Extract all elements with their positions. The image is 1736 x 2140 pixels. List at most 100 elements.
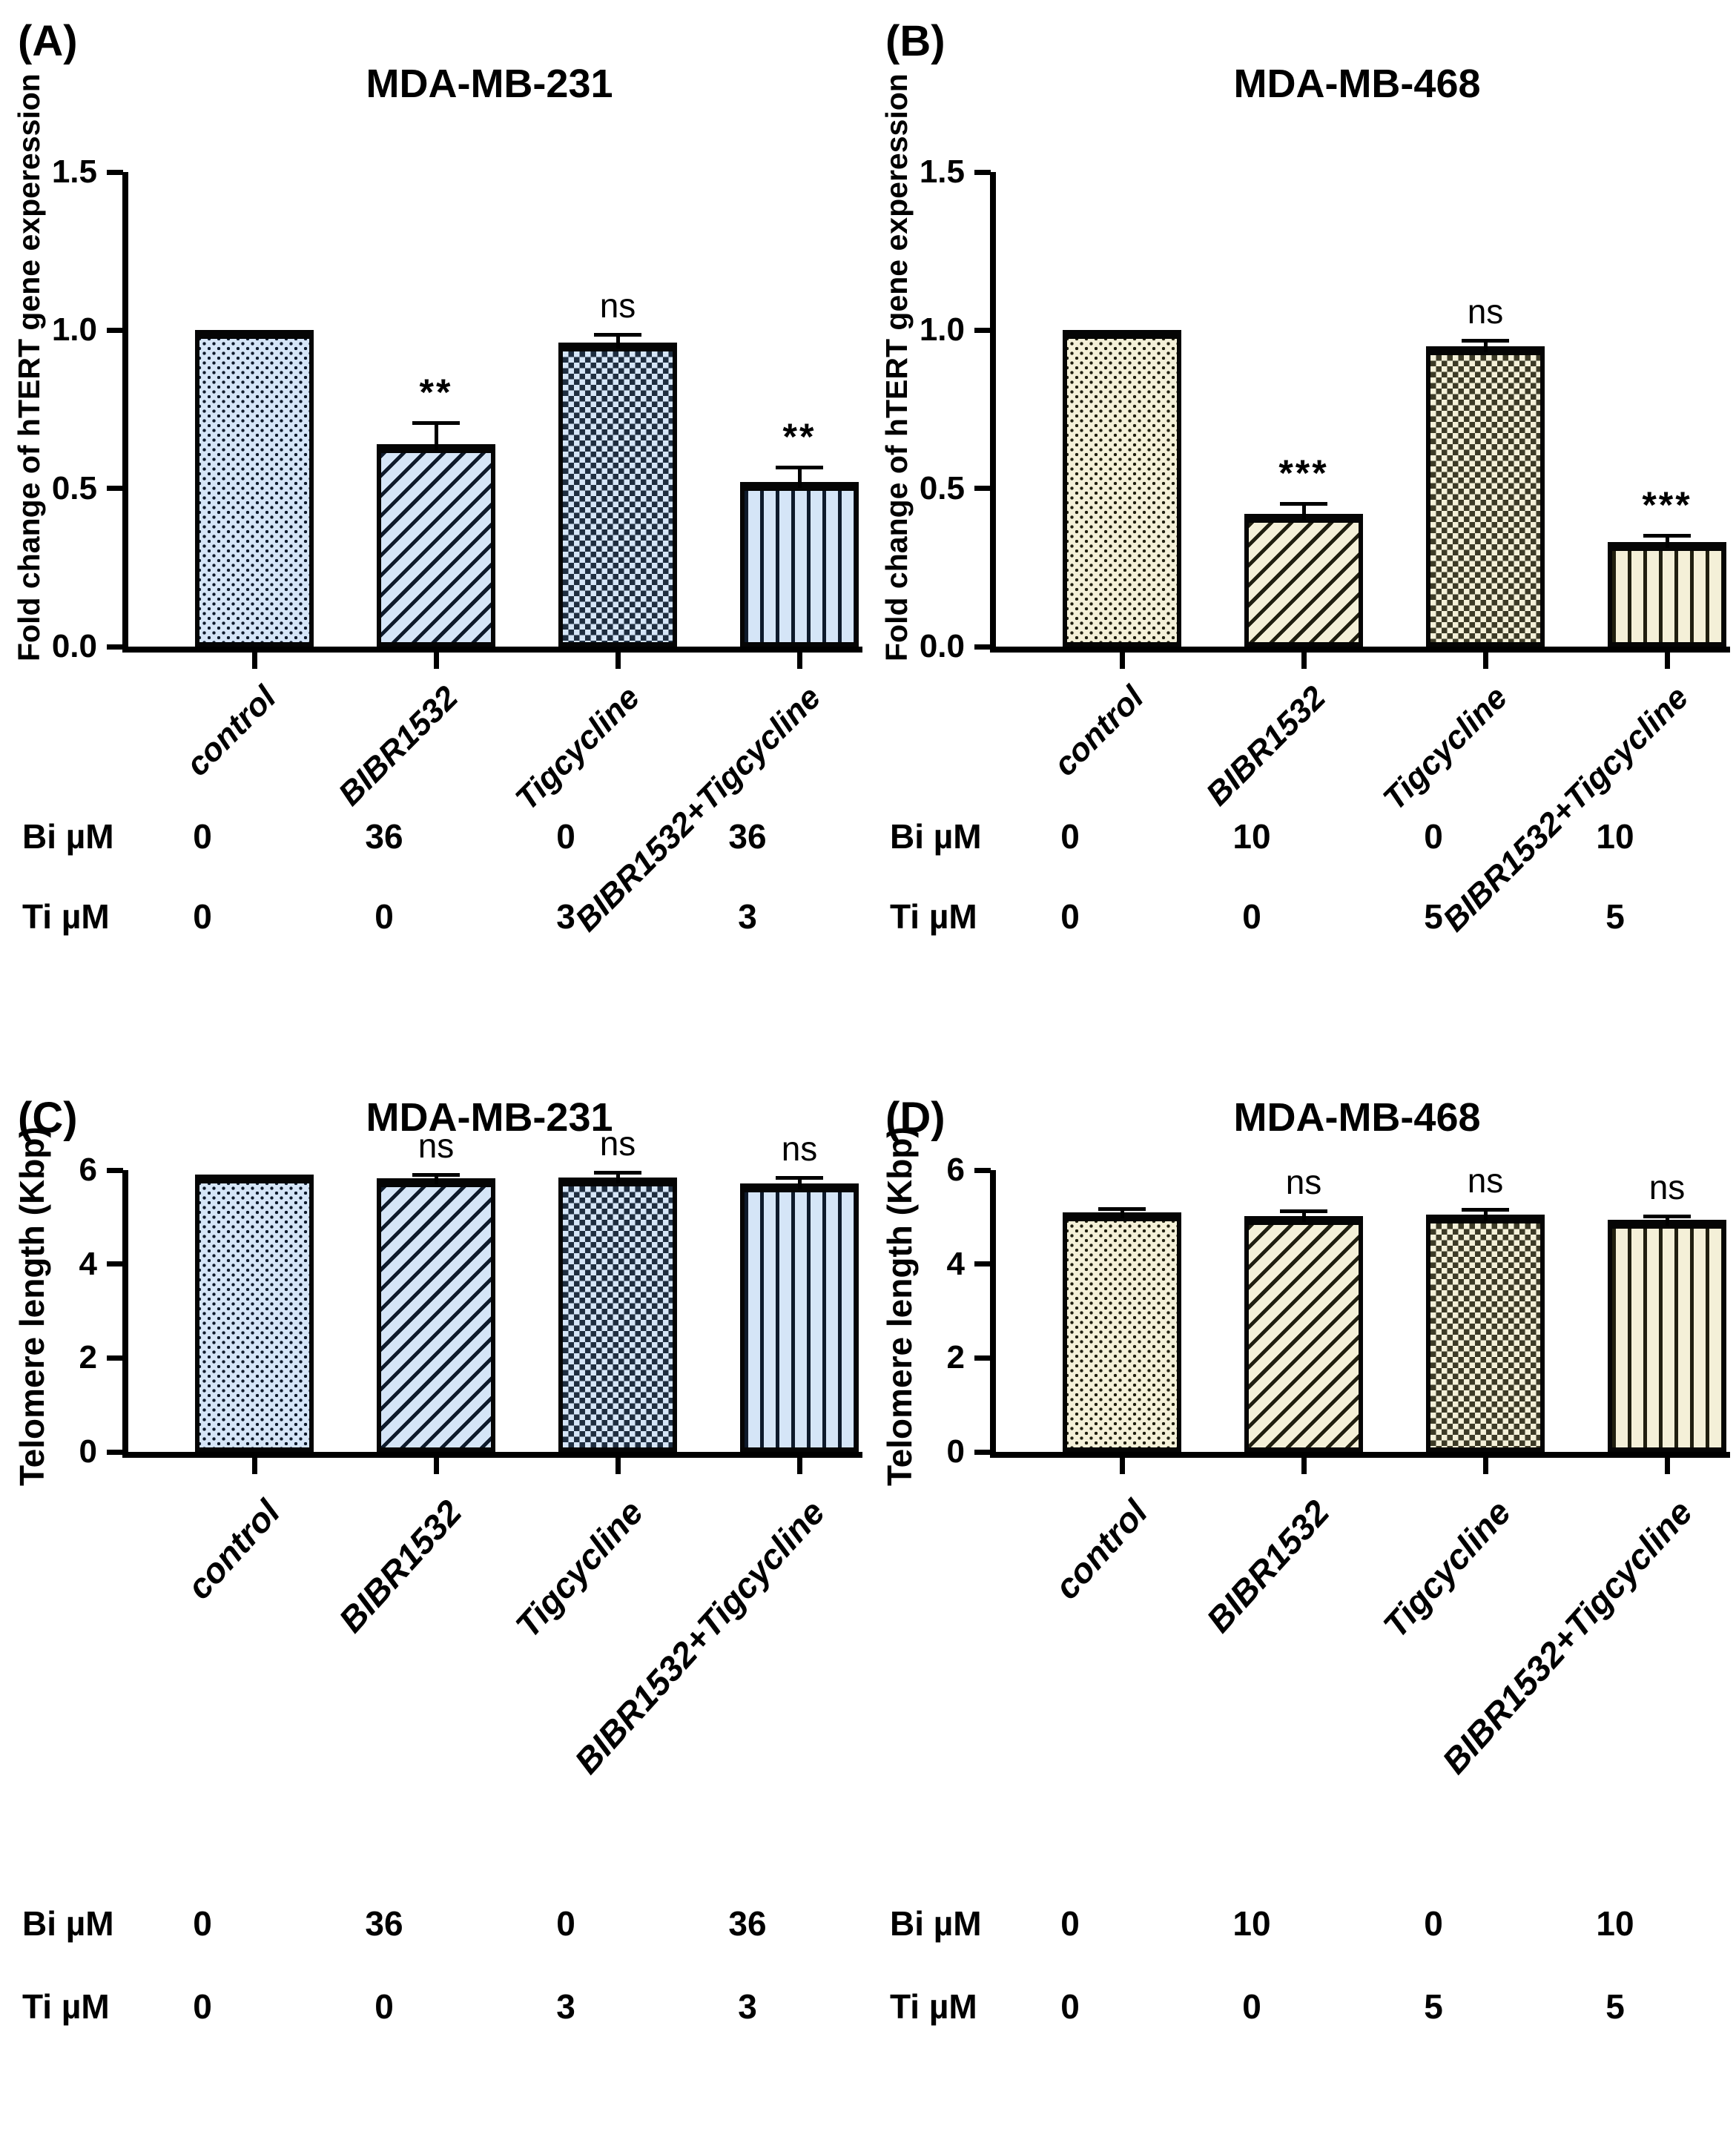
y-axis-tick — [107, 1355, 123, 1361]
x-axis-tick — [796, 1458, 802, 1474]
dose-value: 0 — [193, 897, 212, 936]
dose-row-label: Bi µM — [890, 1904, 982, 1943]
y-axis-tick — [107, 1261, 123, 1267]
y-tick-label: 1.5 — [51, 153, 97, 190]
y-tick-label: 0.0 — [919, 628, 965, 664]
panel-a: (A) MDA-MB-231 Fold change of hTERT gene… — [0, 10, 868, 950]
significance-label: ns — [1285, 1163, 1322, 1202]
x-category-label: BIBR1532 — [330, 1492, 469, 1640]
dose-value: 36 — [365, 1904, 403, 1943]
bar-bibr1532+tigcycline — [1608, 1219, 1726, 1452]
bar-bibr1532 — [377, 1178, 495, 1452]
y-tick-label: 1.0 — [51, 311, 97, 349]
y-axis-tick — [974, 327, 991, 333]
dose-value: 0 — [1060, 1987, 1080, 2026]
x-axis-tick — [615, 1458, 621, 1474]
dose-value: 36 — [728, 1904, 767, 1943]
dose-value: 3 — [556, 1987, 575, 2026]
panel-title: MDA-MB-231 — [366, 1095, 613, 1140]
significance-label: ns — [599, 285, 636, 325]
x-category-label: control — [1046, 1492, 1155, 1607]
chart-area: Fold change of hTERT gene experession 0.… — [0, 74, 868, 669]
x-axis-labels: control BIBR1532 Tigcycline BIBR1532+Tigcyc… — [0, 653, 868, 939]
y-axis-tick — [974, 486, 991, 492]
x-axis-tick — [796, 653, 802, 669]
bar-tigcycline — [558, 1177, 677, 1452]
dose-row-label: Ti µM — [890, 897, 977, 936]
significance-label: ns — [781, 1129, 818, 1169]
error-bar-cap — [1462, 338, 1509, 343]
dose-value: 0 — [556, 1904, 575, 1943]
y-axis-tick — [107, 486, 123, 492]
chart-area: Telomere length (Kbp) 0 2 4 6 ns ns ns — [0, 1124, 868, 1486]
y-tick-label: 0.5 — [51, 469, 97, 506]
x-axis-tick — [1301, 1458, 1307, 1474]
panel-b: (B) MDA-MB-468 Fold change of hTERT gene… — [868, 10, 1735, 950]
x-category-label: Tigcycline — [507, 1492, 651, 1645]
dose-value: 5 — [1424, 897, 1443, 936]
significance-label: ns — [1467, 1160, 1504, 1200]
bar-tigcycline — [1426, 1215, 1545, 1452]
significance-label: ns — [1648, 1167, 1686, 1206]
panel-title: MDA-MB-231 — [366, 62, 613, 106]
error-bar-cap — [776, 466, 823, 470]
dose-row-label: Ti µM — [890, 1987, 977, 2026]
error-bar-cap — [1280, 502, 1327, 506]
x-category-label: control — [1046, 679, 1151, 784]
error-bar — [1301, 1213, 1306, 1223]
dose-row-label: Bi µM — [22, 817, 114, 856]
bar-bibr1532+tigcycline — [740, 1183, 859, 1452]
y-axis-tick — [974, 1355, 991, 1361]
error-bar — [1120, 1211, 1124, 1218]
panel-title: MDA-MB-468 — [1233, 1095, 1481, 1140]
dose-value: 0 — [193, 1987, 212, 2026]
dose-value: 0 — [374, 1987, 394, 2026]
error-bar — [615, 1175, 620, 1183]
error-bar — [1301, 506, 1306, 520]
dose-value: 0 — [1060, 897, 1080, 936]
significance-label: ns — [599, 1124, 636, 1163]
y-tick-label: 2 — [946, 1339, 965, 1376]
dose-value: 0 — [1424, 1904, 1443, 1943]
dose-value: 0 — [1060, 817, 1080, 856]
x-axis-labels: control BIBR1532 Tigcycline BIBR1532+Tigcyc… — [0, 1458, 868, 1899]
y-axis-tick — [974, 1261, 991, 1267]
significance-label: ns — [418, 1126, 455, 1165]
y-tick-label: 0.5 — [919, 469, 965, 506]
dose-value: 10 — [1596, 1904, 1634, 1943]
error-bar — [434, 425, 438, 450]
x-axis-tick — [1119, 653, 1125, 669]
error-bar — [615, 336, 620, 349]
panel-letter: (B) — [885, 17, 945, 65]
chart-area: Telomere length (Kbp) 0 2 4 6 ns ns ns — [868, 1127, 1735, 1486]
y-tick-label: 4 — [946, 1245, 965, 1282]
plot-area: 0 2 4 6 ns ns ns — [79, 1124, 862, 1474]
dose-value: 0 — [374, 897, 394, 936]
error-bar-cap — [1098, 1207, 1146, 1212]
y-axis-tick — [107, 1167, 123, 1173]
y-tick-label: 1.5 — [919, 153, 965, 190]
bar-control — [1063, 330, 1181, 647]
x-axis-tick — [615, 653, 621, 669]
x-category-label: Tigcycline — [1375, 1492, 1519, 1645]
significance-label: ** — [782, 416, 816, 458]
y-axis-tick — [107, 644, 123, 650]
y-tick-label: 0 — [79, 1433, 97, 1470]
panel-title: MDA-MB-468 — [1233, 62, 1481, 106]
y-axis-tick — [107, 1449, 123, 1455]
x-axis-tick — [433, 653, 439, 669]
error-bar — [1483, 342, 1488, 352]
dose-value: 36 — [365, 817, 403, 856]
error-bar-cap — [594, 1171, 641, 1175]
x-axis-tick — [1664, 653, 1670, 669]
bar-control — [195, 330, 314, 647]
panel-letter: (A) — [18, 17, 78, 65]
bar-bibr1532 — [1244, 1216, 1363, 1452]
x-category-label: BIBR1532 — [1198, 679, 1333, 813]
y-tick-label: 0.0 — [51, 628, 97, 664]
dose-value: 3 — [738, 897, 757, 936]
dose-row-label: Ti µM — [22, 897, 110, 936]
y-tick-label: 0 — [946, 1433, 965, 1470]
